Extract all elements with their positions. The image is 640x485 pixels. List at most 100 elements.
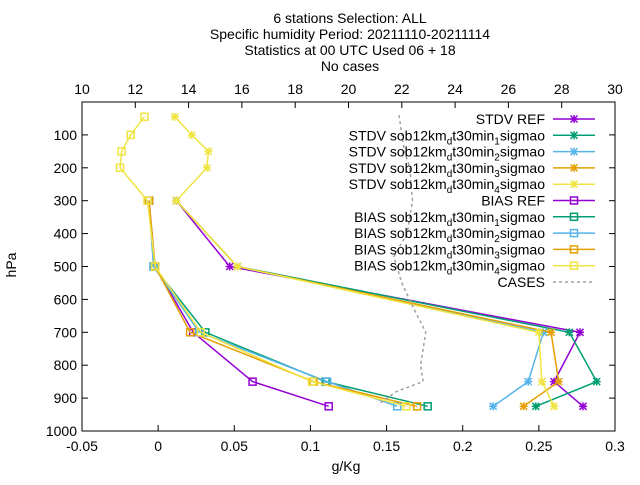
series-5-point [537,377,546,386]
y-axis-label: hPa [3,252,19,277]
legend-label-3: STDV sob12kmdt30min2sigmao [349,144,546,164]
x-tick-label: 0.15 [373,438,400,454]
x2-tick-label: 14 [181,81,197,97]
legend-label-5: STDV sob12kmdt30min4sigmao [349,176,546,196]
series-line-10 [119,116,407,408]
series-group [115,112,601,411]
chart-title-block: 6 stations Selection: ALL Specific humid… [210,10,490,74]
x2-tick-label: 20 [341,81,357,97]
legend-marker-3 [569,147,579,156]
x2-tick-label: 18 [287,81,303,97]
legend-label-2: STDV sob12kmdt30min1sigmao [349,127,546,147]
axes-group: -0.05 0 0.05 0.1 0.15 0.2 0.25 0.3 10 12 14 16 18 20 2… [46,81,625,454]
x2-tick-label: 26 [501,81,517,97]
x2-tick-label: 16 [234,81,250,97]
series-6-point [248,377,257,386]
legend-marker-2 [569,131,579,140]
series-9-point [412,402,422,411]
series-10-point [140,112,149,122]
series-6-point [324,402,333,411]
x-tick-label: 0.25 [525,438,552,454]
x2-tick-label: 24 [447,81,463,97]
y-tick-label: 300 [54,193,78,209]
series-10-point [126,130,135,140]
legend-label-7: BIAS sob12kmdt30min1sigmao [354,209,545,229]
x-tick-label: 0.3 [605,438,625,454]
y-tick-label: 400 [54,226,78,242]
series-line-11 [377,115,427,406]
x2-tick-label: 10 [74,81,90,97]
series-10-point [150,262,160,271]
series-7-point [423,402,432,411]
series-5-point [534,328,543,337]
series-10-point [117,147,126,156]
legend-marker-6 [569,196,579,205]
legend-marker-8 [569,228,579,238]
legend-marker-7 [569,212,579,222]
plot-frame [81,101,616,432]
legend-label-1: STDV REF [476,111,545,127]
series-4-point [547,328,556,337]
x-axis-label: g/Kg [332,458,361,474]
series-5-point [172,196,181,205]
legend-marker-5 [569,180,579,189]
x-tick-label: 0.2 [453,438,473,454]
series-10-point [402,402,411,411]
legend-label-6: BIAS REF [481,193,545,209]
y-tick-label: 200 [54,160,78,176]
series-8-point [392,402,402,411]
x2-tick-label: 12 [128,81,144,97]
legend-label-4: STDV sob12kmdt30min3sigmao [349,160,546,180]
title-line-4: No cases [321,58,379,74]
series-line-6 [148,200,329,408]
series-2-point [531,402,540,411]
series-5-point [204,147,213,156]
legend-marker-1 [569,114,579,124]
y-tick-label: 900 [54,390,78,406]
series-4-point [554,377,563,386]
series-2-point [565,328,574,337]
series-1-point [225,262,234,271]
series-5-point [170,112,179,121]
series-3-point [489,402,498,411]
series-10-point [115,163,125,173]
title-line-1: 6 stations Selection: ALL [273,10,427,26]
x-tick-label: 0.05 [221,438,248,454]
legend-marker-10 [569,261,579,270]
y-tick-label: 800 [54,357,78,373]
series-5-point [550,402,559,411]
legend-marker-9 [569,245,579,254]
series-1-point [578,402,588,411]
legend-marker-4 [569,163,579,172]
series-1-point [575,328,585,337]
x-tick-label: -0.05 [66,438,98,454]
x-tick-label: 0.1 [301,438,321,454]
series-5-point [187,130,196,139]
series-9-point [185,328,195,337]
series-3-point [524,377,533,386]
series-5-point [202,163,211,172]
x2-tick-label: 22 [394,81,410,97]
y-tick-label: 100 [54,127,78,143]
title-line-3: Statistics at 00 UTC Used 06 + 18 [244,42,455,58]
y-tick-label: 600 [54,291,78,307]
legend-label-8: BIAS sob12kmdt30min2sigmao [354,225,545,245]
series-5-point [233,262,242,271]
x2-tick-label: 28 [554,81,570,97]
series-2-point [592,377,601,386]
legend-label-10: BIAS sob12kmdt30min4sigmao [354,258,545,278]
legend-label-9: BIAS sob12kmdt30min3sigmao [354,241,545,261]
series-10-point [196,328,206,337]
series-4-point [519,402,528,411]
y-tick-label: 700 [54,324,78,340]
y-tick-label: 1000 [46,423,77,439]
series-10-point [143,196,152,205]
legend-label-11: CASES [498,274,545,290]
y-tick-label: 500 [54,259,78,275]
x2-tick-label: 30 [607,81,623,97]
title-line-2: Specific humidity Period: 20211110-20211… [210,26,490,42]
series-10-point [307,377,317,386]
x-tick-label: 0 [154,438,162,454]
